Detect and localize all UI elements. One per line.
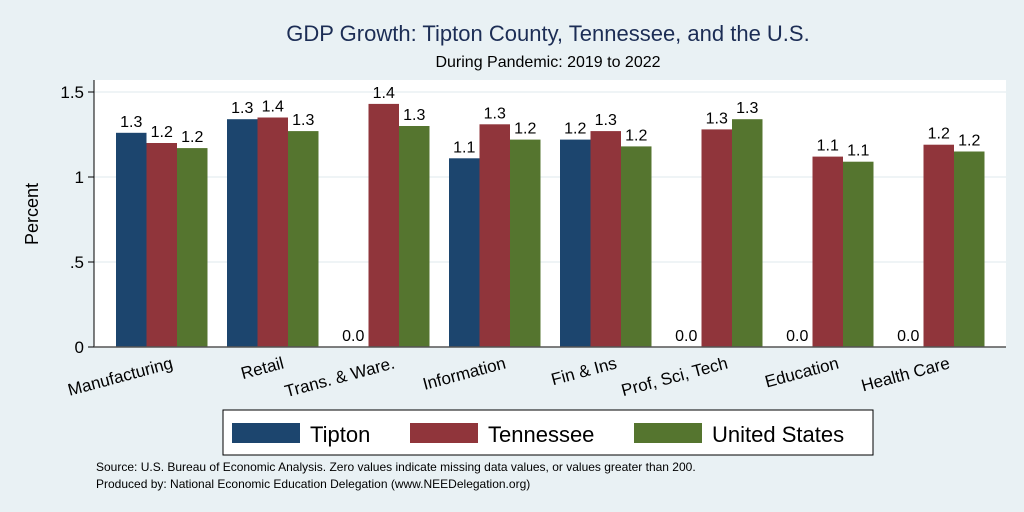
y-tick-label: 1.5 — [60, 83, 84, 102]
bar-tennessee — [146, 143, 177, 347]
bar-value-label: 1.2 — [958, 133, 980, 150]
bar-value-label: 1.4 — [373, 85, 395, 102]
bar-tennessee — [368, 103, 399, 348]
x-category-label: Retail — [239, 354, 286, 384]
bar-united-states — [843, 161, 874, 347]
bar-tennessee — [590, 131, 621, 347]
bar-united-states — [621, 146, 652, 347]
bar-value-label: 0.0 — [786, 328, 808, 345]
legend-box — [222, 409, 874, 456]
bar-united-states — [510, 139, 541, 347]
legend-swatch-united-states — [634, 423, 702, 443]
bar-value-label: 1.2 — [181, 129, 203, 146]
bar-tipton — [449, 158, 480, 347]
bar-value-label: 1.2 — [564, 121, 586, 138]
legend-label: United States — [712, 422, 844, 447]
legend-label: Tennessee — [488, 422, 594, 447]
bar-value-label: 1.1 — [817, 138, 839, 155]
chart-subtitle: During Pandemic: 2019 to 2022 — [435, 54, 660, 71]
bar-tipton — [116, 132, 147, 347]
bar-tennessee — [701, 129, 732, 347]
bar-united-states — [177, 148, 208, 347]
y-tick-label: 0 — [75, 338, 84, 357]
bar-tennessee — [479, 124, 510, 347]
bar-value-label: 1.2 — [625, 127, 647, 144]
bar-value-label: 1.3 — [403, 107, 425, 124]
bar-value-label: 1.2 — [514, 121, 536, 138]
y-tick-label: 1 — [75, 168, 84, 187]
y-axis-label: Percent — [22, 183, 42, 245]
legend-label: Tipton — [310, 422, 370, 447]
x-category-label: Health Care — [859, 354, 952, 396]
source-note: Source: U.S. Bureau of Economic Analysis… — [96, 460, 696, 474]
bar-tennessee — [923, 144, 954, 347]
bar-value-label: 1.2 — [928, 126, 950, 143]
bar-united-states — [288, 131, 319, 347]
x-category-label: Information — [421, 354, 508, 394]
bar-tennessee — [257, 117, 288, 347]
bar-tipton — [227, 119, 258, 347]
x-category-label: Prof, Sci, Tech — [619, 354, 729, 401]
chart-title: GDP Growth: Tipton County, Tennessee, an… — [286, 21, 809, 46]
bar-tipton — [560, 139, 591, 347]
bar-united-states — [399, 126, 430, 347]
bar-united-states — [954, 151, 985, 347]
x-category-label: Education — [763, 354, 841, 392]
bar-value-label: 1.3 — [484, 105, 506, 122]
bar-value-label: 0.0 — [675, 328, 697, 345]
bar-value-label: 1.1 — [847, 143, 869, 160]
bar-united-states — [732, 119, 763, 347]
bar-value-label: 1.3 — [231, 100, 253, 117]
bar-value-label: 0.0 — [897, 328, 919, 345]
x-category-label: Manufacturing — [66, 354, 175, 400]
bar-value-label: 1.4 — [262, 99, 284, 116]
bar-value-label: 1.3 — [292, 112, 314, 129]
bar-tennessee — [812, 156, 843, 347]
bar-value-label: 0.0 — [342, 328, 364, 345]
legend: Tipton Tennessee United States — [222, 409, 874, 456]
producer-note: Produced by: National Economic Education… — [96, 477, 530, 491]
bar-value-label: 1.3 — [595, 112, 617, 129]
x-category-label: Trans. & Ware. — [283, 354, 397, 402]
legend-swatch-tipton — [232, 423, 300, 443]
y-tick-label: .5 — [70, 253, 84, 272]
bar-value-label: 1.2 — [151, 124, 173, 141]
x-category-label: Fin & Ins — [549, 354, 619, 390]
bar-value-label: 1.1 — [453, 139, 475, 156]
bar-value-label: 1.3 — [120, 114, 142, 131]
legend-swatch-tennessee — [410, 423, 478, 443]
bar-value-label: 1.3 — [706, 110, 728, 127]
bar-value-label: 1.3 — [736, 100, 758, 117]
